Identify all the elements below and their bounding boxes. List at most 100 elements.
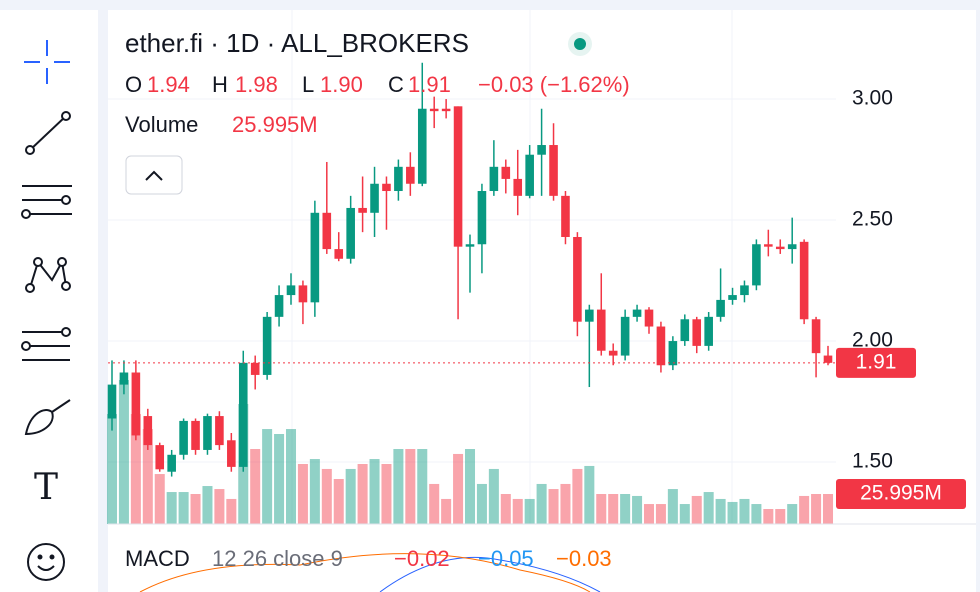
macd-label: MACD [125,546,190,571]
candle-body [728,295,737,300]
candle-body [608,350,618,356]
l-value: 1.90 [320,72,363,97]
candle-body [811,319,821,354]
volume-bar [274,434,285,524]
candle-body [668,341,678,366]
candle-body [358,207,367,213]
price-tag-label: 1.91 [856,350,897,373]
candle-body [191,420,200,450]
macd-line [379,557,601,592]
candle-body [764,244,773,247]
volume-bar [453,453,464,524]
candle-body [167,454,176,472]
volume-bar [512,498,523,524]
h-label: H [212,72,228,97]
volume-bar [393,449,404,524]
volume-bar [703,492,714,524]
pattern-icon[interactable] [25,257,71,293]
volume-bar [357,464,368,524]
volume-bar [202,486,213,524]
candle-body [298,285,308,303]
candle-body [596,309,606,351]
volume-bar [655,504,666,524]
c-label: C [388,72,404,97]
volume-bar [775,509,786,524]
volume-bar [608,494,619,524]
volume-bar [691,495,702,524]
volume-bar [524,498,535,524]
crosshair-icon[interactable] [24,40,70,84]
symbol-title: ether.fi · 1D · ALL_BROKERS [125,28,469,58]
candle-body [286,285,296,296]
macd-hist: −0.02 [394,546,450,571]
candle-body [489,166,499,192]
y-tick-label: 2.00 [852,329,893,352]
plot: 1.50 2.00 2.50 3.00 1.91 25.995M [106,62,966,524]
volume-bar [739,498,750,524]
candle-body [716,299,725,317]
volume-bar [572,468,583,524]
candle-body [823,355,833,363]
emoji-icon[interactable] [27,543,65,581]
candle-body [501,166,511,179]
candle-body [143,416,153,446]
candle-body [322,212,332,250]
candle-body [155,445,165,470]
candle-body [203,416,212,450]
volume-bar [787,504,798,524]
volume-bar [584,465,595,524]
h-value: 1.98 [235,72,278,97]
volume-bar [727,501,738,524]
volume-bar [166,492,177,524]
candle-body [406,166,415,184]
macd-value: −0.03 [556,546,612,571]
o-value: 1.94 [147,72,190,97]
change: −0.03 (−1.62%) [478,72,630,97]
c-value: 1.91 [408,72,451,97]
volume-bar [190,494,201,524]
volume-bar [751,504,762,524]
brush-icon[interactable] [24,399,71,436]
candle-body [394,166,403,192]
candle-body [525,154,534,196]
candle-body [632,309,642,317]
fib-icon[interactable] [21,185,72,219]
volume-bar [811,494,822,524]
candle-body [107,384,117,419]
candle-body [429,108,439,112]
candle-body [465,244,475,247]
volume-label: Volume [125,112,198,137]
trend-line-icon[interactable] [25,111,71,155]
y-tick-label: 2.50 [852,208,893,231]
volume-bar [118,380,129,524]
candle-body [513,178,523,196]
volume-bar [417,449,428,524]
candle-body [775,246,785,250]
volume-bar [333,479,344,524]
volume-bar [297,464,308,524]
candle-body [477,191,487,245]
volume-bar [262,429,273,524]
text-tool[interactable]: T [34,467,58,508]
candle-body [620,316,630,356]
candle-body [561,195,570,237]
volume-bar [667,489,678,524]
candle-body [537,145,546,155]
volume-bar [309,459,320,524]
chart-panel [108,10,976,592]
candle-body [656,326,666,366]
candle-body [740,285,749,296]
y-tick-label: 1.50 [852,450,893,473]
candle-body [131,372,141,436]
volume-bar [715,498,726,524]
volume-bar [488,468,499,524]
forecast-icon[interactable] [21,327,71,361]
collapse-icon [145,170,163,181]
candle-body [787,244,797,250]
o-label: O [125,72,142,97]
volume-bar [560,483,571,524]
collapse-button[interactable] [125,155,183,195]
volume-bar [429,483,440,524]
candle-body [692,319,702,346]
